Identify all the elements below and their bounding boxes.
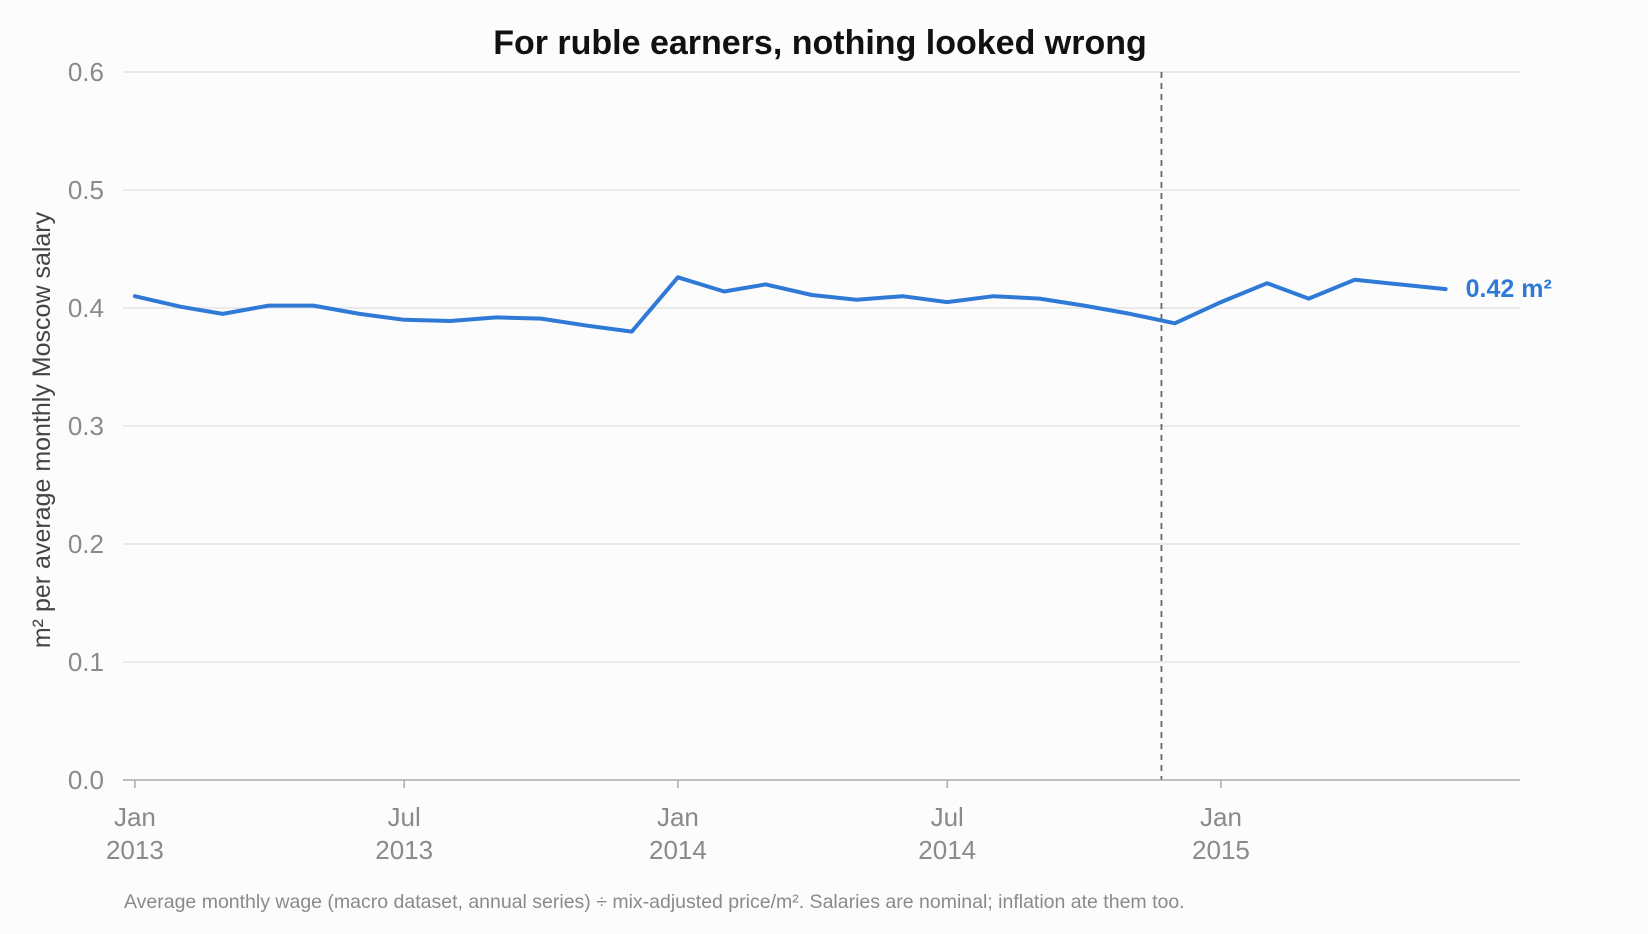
footnote: Average monthly wage (macro dataset, ann…: [124, 891, 1185, 913]
x-tick-label: Jan 2013: [106, 802, 164, 865]
chart-title: For ruble earners, nothing looked wrong: [493, 24, 1147, 62]
x-tick-year: 2014: [649, 835, 707, 865]
y-tick-label: 0.0: [68, 765, 104, 795]
x-tick-label: Jul 2013: [375, 802, 433, 865]
series-line: [132, 275, 1448, 334]
y-tick-label: 0.5: [68, 175, 104, 205]
x-tick-year: 2013: [106, 835, 164, 865]
y-tick-label: 0.3: [68, 411, 104, 441]
y-tick-label: 0.2: [68, 529, 104, 559]
x-tick-month: Jan: [1200, 802, 1242, 832]
y-tick-label: 0.1: [68, 647, 104, 677]
x-tick-month: Jul: [388, 802, 421, 832]
y-axis-ticks: 0.0 0.1 0.2 0.3 0.4 0.5 0.6: [68, 57, 104, 795]
x-tick-month: Jan: [657, 802, 699, 832]
y-tick-label: 0.4: [68, 293, 104, 323]
x-tick-month: Jan: [114, 802, 156, 832]
x-tick-year: 2014: [918, 835, 976, 865]
y-axis-label: m² per average monthly Moscow salary: [28, 211, 56, 648]
x-tick-year: 2015: [1192, 835, 1250, 865]
series-group: 0.42 m²: [132, 275, 1552, 334]
x-tick-label: Jul 2014: [918, 802, 976, 865]
x-tick-label: Jan 2015: [1192, 802, 1250, 865]
gridlines: [123, 71, 1520, 663]
x-tick-label: Jan 2014: [649, 802, 707, 865]
y-tick-label: 0.6: [68, 57, 104, 87]
x-tick-month: Jul: [931, 802, 964, 832]
series-end-label: 0.42 m²: [1466, 275, 1552, 303]
x-tick-year: 2013: [375, 835, 433, 865]
